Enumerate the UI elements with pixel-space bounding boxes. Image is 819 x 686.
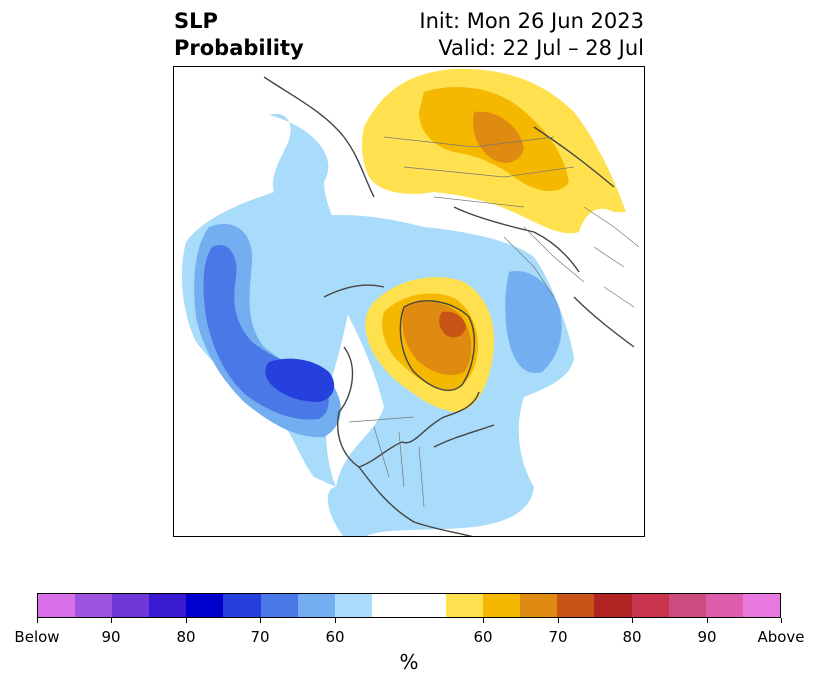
colorbar-cell bbox=[631, 594, 669, 617]
colorbar-cell bbox=[112, 594, 150, 617]
above-90-greenland bbox=[439, 311, 466, 338]
colorbar-tick-label: 90 bbox=[101, 628, 121, 646]
colorbar-cell bbox=[297, 594, 335, 617]
colorbar-cell bbox=[149, 594, 187, 617]
below-90-pacific bbox=[265, 358, 335, 402]
colorbar-tick bbox=[483, 618, 484, 623]
colorbar-tick bbox=[558, 618, 559, 623]
colorbar-tick bbox=[260, 618, 261, 623]
colorbar-cell bbox=[334, 594, 372, 617]
coastlines bbox=[263, 76, 635, 536]
colorbar-cell bbox=[408, 594, 447, 617]
colorbar-tick-label: 60 bbox=[473, 628, 493, 646]
colorbar-cell bbox=[742, 594, 780, 617]
colorbar-tick-label: 80 bbox=[622, 628, 642, 646]
colorbar-cell bbox=[38, 594, 76, 617]
title-product: Probability bbox=[174, 36, 304, 60]
colorbar-cell bbox=[260, 594, 298, 617]
above-80-siberia bbox=[473, 111, 524, 163]
colorbar-cell bbox=[75, 594, 113, 617]
colorbar-tick bbox=[335, 618, 336, 623]
colorbar-tick bbox=[37, 618, 38, 623]
colorbar-tick-label: 90 bbox=[697, 628, 717, 646]
colorbar-cell bbox=[705, 594, 743, 617]
colorbar-tick bbox=[632, 618, 633, 623]
title-right: Init: Mon 26 Jun 2023 Valid: 22 Jul – 28… bbox=[419, 8, 644, 62]
colorbar-cell bbox=[371, 594, 409, 617]
colorbar-cell bbox=[223, 594, 261, 617]
colorbar-cell bbox=[668, 594, 706, 617]
colorbar-tick-label: 80 bbox=[176, 628, 196, 646]
init-date: Init: Mon 26 Jun 2023 bbox=[419, 9, 644, 33]
colorbar-cell bbox=[594, 594, 632, 617]
colorbar-ticks bbox=[37, 618, 782, 626]
borders bbox=[348, 136, 640, 508]
colorbar-cell bbox=[557, 594, 595, 617]
colorbar-tick-label: 70 bbox=[250, 628, 270, 646]
title-left: SLP Probability bbox=[174, 8, 304, 62]
colorbar-tick bbox=[781, 618, 782, 623]
colorbar-unit: % bbox=[399, 650, 419, 674]
colorbar-tick bbox=[111, 618, 112, 623]
colorbar-tick bbox=[186, 618, 187, 623]
colorbar-tick bbox=[707, 618, 708, 623]
probability-map bbox=[181, 68, 640, 536]
colorbar-tick-label: 60 bbox=[325, 628, 345, 646]
colorbar-tick-label: Below bbox=[14, 628, 60, 646]
colorbar-cell bbox=[186, 594, 224, 617]
title-variable: SLP bbox=[174, 9, 218, 33]
map-panel bbox=[173, 66, 645, 537]
colorbar-cell bbox=[446, 594, 484, 617]
colorbar-tick-label: Above bbox=[757, 628, 805, 646]
below-70-europe bbox=[505, 271, 562, 373]
colorbar-cell bbox=[483, 594, 521, 617]
valid-range: Valid: 22 Jul – 28 Jul bbox=[438, 36, 644, 60]
colorbar-tick-label: 70 bbox=[548, 628, 568, 646]
colorbar bbox=[37, 593, 781, 618]
colorbar-cell bbox=[520, 594, 558, 617]
